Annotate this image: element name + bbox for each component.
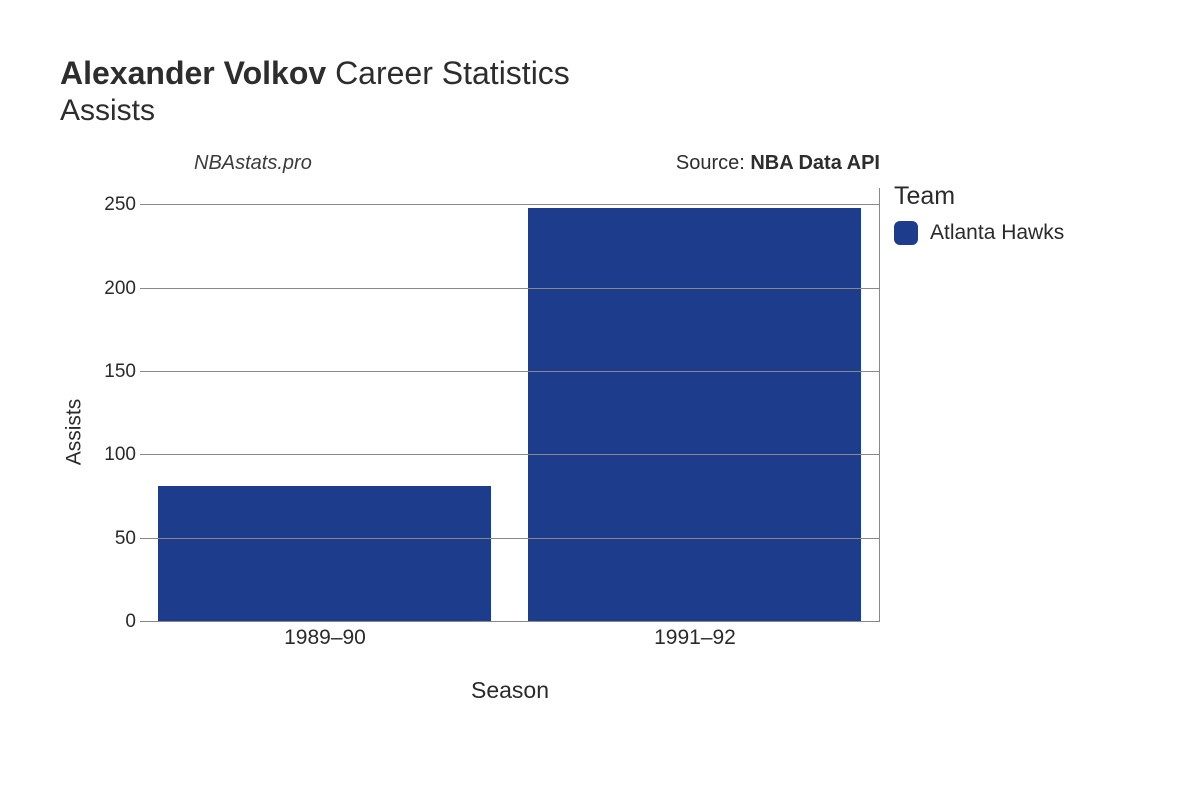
grid-line bbox=[140, 204, 879, 205]
y-tick-label: 100 bbox=[90, 444, 136, 466]
title-player-name: Alexander Volkov bbox=[60, 55, 326, 91]
legend-items: Atlanta Hawks bbox=[894, 221, 1094, 245]
source-name: NBA Data API bbox=[750, 152, 880, 174]
y-axis-label-container: Assists bbox=[62, 152, 86, 712]
bar-slot bbox=[510, 188, 880, 622]
legend-item-label: Atlanta Hawks bbox=[930, 221, 1064, 245]
grid-line bbox=[140, 288, 879, 289]
bar-slot bbox=[140, 188, 510, 622]
source-attribution: Source: NBA Data API bbox=[676, 152, 880, 175]
x-tick-label: 1991–92 bbox=[510, 626, 880, 654]
legend: Team Atlanta Hawks bbox=[894, 182, 1094, 245]
grid-line bbox=[140, 621, 879, 622]
chart-title: Alexander Volkov Career Statistics bbox=[60, 54, 1140, 92]
plot-outer: 050100150200250 bbox=[140, 188, 880, 622]
annotations-row: NBAstats.pro Source: NBA Data API bbox=[140, 152, 880, 182]
grid-line bbox=[140, 371, 879, 372]
y-axis-ticks: 050100150200250 bbox=[90, 188, 136, 622]
grid-line bbox=[140, 538, 879, 539]
watermark-text: NBAstats.pro bbox=[194, 152, 312, 175]
bars-container bbox=[140, 188, 879, 622]
chart-subtitle: Assists bbox=[60, 94, 1140, 128]
x-axis-ticks: 1989–901991–92 bbox=[140, 626, 880, 654]
y-tick-label: 50 bbox=[90, 528, 136, 550]
bar bbox=[158, 486, 491, 623]
y-tick-label: 150 bbox=[90, 361, 136, 383]
source-prefix: Source: bbox=[676, 152, 750, 174]
y-axis-label: Assists bbox=[62, 399, 86, 466]
chart-container: Alexander Volkov Career Statistics Assis… bbox=[0, 0, 1200, 800]
legend-title: Team bbox=[894, 182, 1094, 211]
title-suffix: Career Statistics bbox=[335, 55, 570, 91]
legend-swatch bbox=[894, 221, 918, 245]
legend-item: Atlanta Hawks bbox=[894, 221, 1094, 245]
plot-area bbox=[140, 188, 880, 622]
y-tick-label: 250 bbox=[90, 194, 136, 216]
grid-line bbox=[140, 454, 879, 455]
y-tick-label: 200 bbox=[90, 278, 136, 300]
x-tick-label: 1989–90 bbox=[140, 626, 510, 654]
chart-region: NBAstats.pro Source: NBA Data API Assist… bbox=[60, 152, 1140, 712]
y-tick-label: 0 bbox=[90, 611, 136, 633]
x-axis-label: Season bbox=[140, 677, 880, 704]
bar bbox=[528, 208, 861, 622]
